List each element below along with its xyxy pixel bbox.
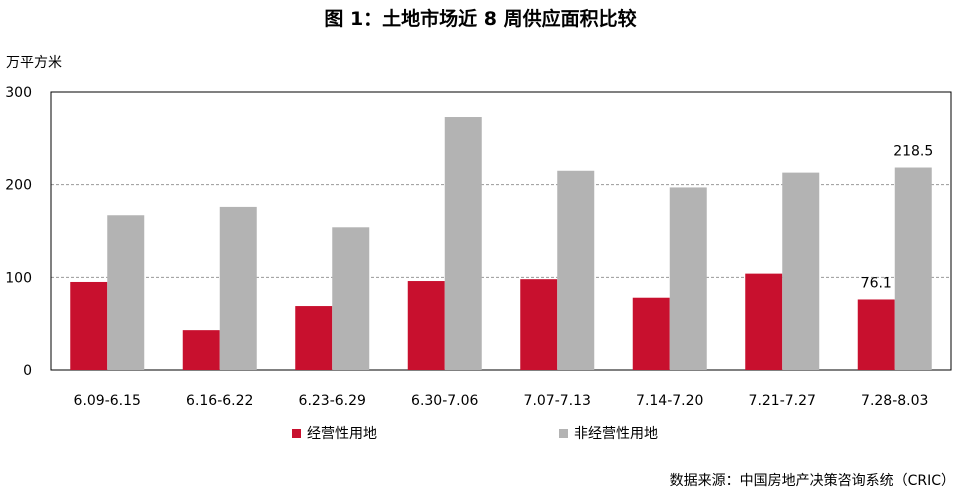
legend-label-non-operating: 非经营性用地 [574, 426, 658, 442]
bar-series-2 [444, 117, 482, 371]
x-tick-label: 6.23-6.29 [299, 393, 366, 409]
data-label: 76.1 [861, 275, 892, 291]
x-tick-label: 6.16-6.22 [186, 393, 253, 409]
legend-item-non-operating: 非经营性用地 [559, 423, 658, 443]
bar-series-1 [70, 281, 108, 370]
x-tick-label: 7.21-7.27 [749, 393, 816, 409]
bar-series-2 [107, 215, 145, 370]
plot-frame [50, 91, 952, 371]
data-label: 218.5 [893, 144, 933, 160]
bar-series-1 [407, 281, 445, 370]
bar-chart: 0 100 200 300 6.09-6.15 6.16-6.22 6.23-6.29 6.3… [5, 85, 952, 409]
y-tick-label: 300 [5, 85, 32, 101]
bar-series-2 [782, 172, 820, 370]
bar-series-1 [295, 306, 333, 370]
bar-series-2 [557, 170, 595, 370]
chart-legend: 经营性用地 非经营性用地 [292, 423, 840, 443]
y-axis-unit-label: 万平方米 [6, 55, 62, 71]
bar-series-2 [219, 206, 257, 370]
bar-series-1 [182, 330, 220, 370]
legend-swatch-operating [292, 428, 301, 438]
bar-series-2 [894, 167, 932, 370]
x-tick-label: 7.28-8.03 [861, 393, 928, 409]
legend-swatch-non-operating [559, 428, 568, 438]
x-tick-label: 7.14-7.20 [636, 393, 703, 409]
bar-series-1 [632, 297, 670, 370]
x-tick-label: 6.30-7.06 [411, 393, 478, 409]
chart-title: 图 1：土地市场近 8 周供应面积比较 [324, 8, 637, 30]
y-tick-label: 0 [23, 363, 32, 379]
data-source-note: 数据来源：中国房地产决策咨询系统（CRIC） [669, 473, 955, 489]
bar-series-1 [745, 273, 783, 370]
legend-item-operating: 经营性用地 [292, 423, 377, 443]
x-tick-label: 7.07-7.13 [524, 393, 591, 409]
y-tick-label: 200 [5, 178, 32, 194]
bar-series-1 [857, 299, 895, 370]
legend-label-operating: 经营性用地 [307, 426, 377, 442]
bar-series-1 [520, 279, 558, 370]
bar-series-2 [669, 187, 707, 370]
x-tick-label: 6.09-6.15 [74, 393, 141, 409]
y-tick-label: 100 [5, 270, 32, 286]
bar-series-2 [332, 227, 370, 370]
